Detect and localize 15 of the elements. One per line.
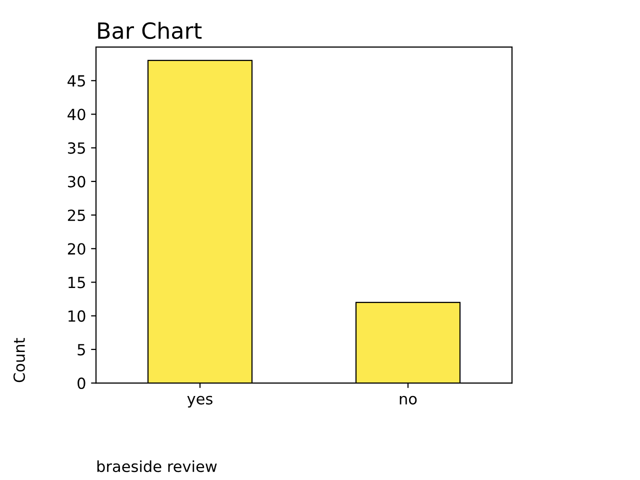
chart-title: Bar Chart	[98, 22, 202, 40]
y-tick-label: 20	[68, 243, 86, 255]
y-axis-title: Count	[13, 338, 25, 382]
y-tick-label: 25	[68, 210, 85, 222]
y-tick-label: 35	[68, 142, 85, 154]
y-tick-label: 0	[78, 378, 86, 390]
y-tick-label: 30	[68, 176, 86, 188]
y-tick-label: 10	[68, 310, 86, 322]
y-tick-label: 15	[68, 276, 85, 288]
y-tick-label: 5	[78, 344, 85, 356]
y-tick-label: 40	[68, 108, 86, 120]
x-axis-title: braeside review	[97, 460, 217, 472]
x-tick-label: yes	[187, 396, 212, 408]
x-tick-label: no	[400, 396, 417, 405]
y-tick-label: 45	[68, 75, 85, 87]
